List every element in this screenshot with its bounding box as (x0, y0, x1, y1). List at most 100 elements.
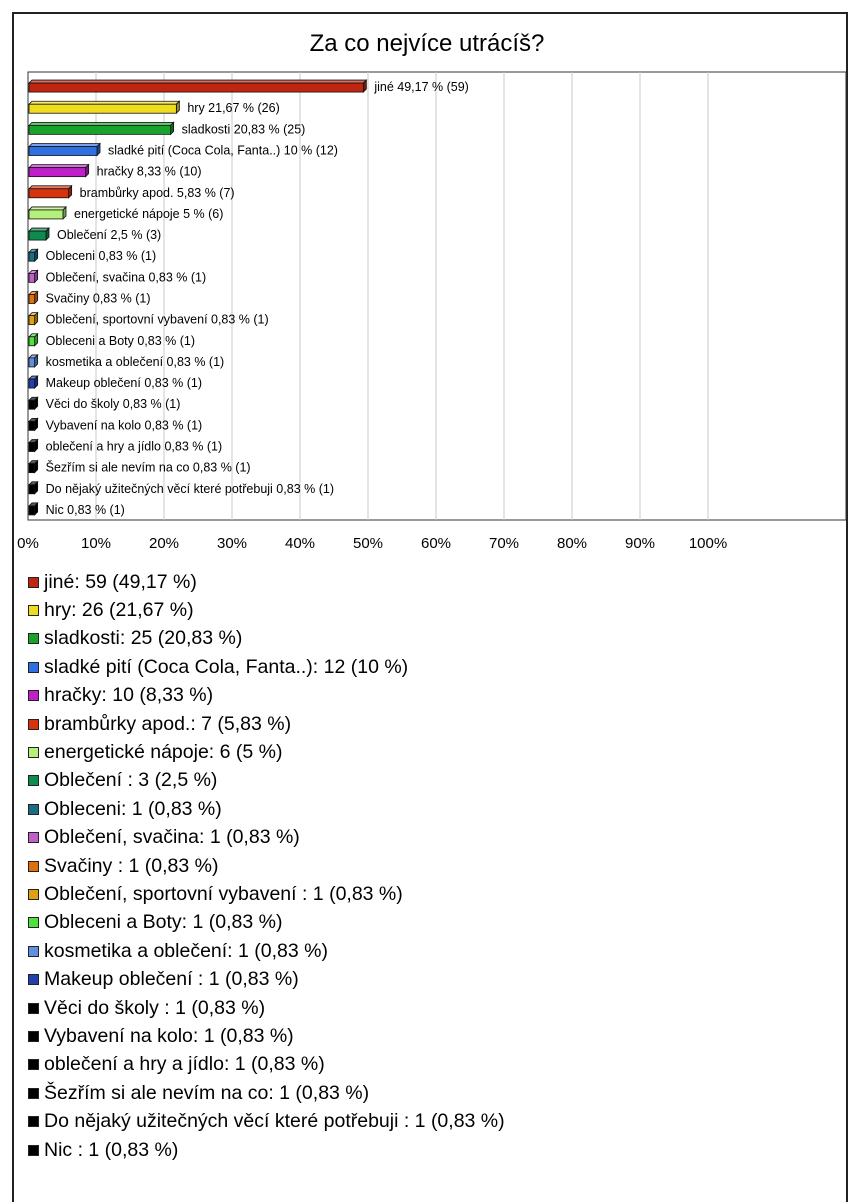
legend-swatch (28, 1059, 39, 1071)
bar-top (28, 185, 73, 190)
legend-swatch (28, 974, 39, 986)
bar-chart: 0% 10% 20% 30% 40% 50% 60% 70% 80% 90% 100% jiné 49… (17, 71, 847, 552)
bar-label: Makeup oblečení 0,83 % (1) (46, 376, 202, 390)
bar-label: sladkosti 20,83 % (25) (182, 122, 306, 136)
legend-label: oblečení a hry a jídlo: 1 (0,83 %) (44, 1053, 325, 1076)
bar-label: energetické nápoje 5 % (6) (74, 207, 223, 221)
x-tick-label: 70% (489, 535, 519, 552)
legend-item: kosmetika a oblečení: 1 (0,83 %) (28, 937, 505, 965)
legend-item: Makeup oblečení : 1 (0,83 %) (28, 965, 505, 993)
legend-item: sladkosti: 25 (20,83 %) (28, 625, 505, 653)
legend-label: hry: 26 (21,67 %) (44, 599, 194, 622)
legend-swatch (28, 832, 39, 844)
legend-item: Oblečení : 3 (2,5 %) (28, 767, 505, 795)
bar-top (28, 206, 67, 211)
bar (28, 442, 36, 452)
legend-item: Obleceni: 1 (0,83 %) (28, 795, 505, 823)
bar-top (28, 100, 181, 105)
legend-label: Oblečení, sportovní vybavení : 1 (0,83 %… (44, 882, 403, 905)
legend-label: sladké pití (Coca Cola, Fanta..): 12 (10… (44, 655, 409, 678)
bar-label: Šezřím si ale nevím na co 0,83 % (1) (46, 460, 251, 475)
legend-item: energetické nápoje: 6 (5 %) (28, 738, 505, 766)
legend-swatch (28, 803, 39, 815)
bar-label: brambůrky apod. 5,83 % (7) (80, 186, 235, 200)
bar-label: hry 21,67 % (26) (187, 101, 279, 115)
legend-label: Svačiny : 1 (0,83 %) (44, 854, 219, 877)
bar (28, 188, 70, 199)
bar (28, 82, 364, 93)
legend-swatch (28, 1116, 39, 1128)
legend-item: Nic : 1 (0,83 %) (28, 1136, 505, 1164)
bar (28, 378, 36, 389)
legend-label: Oblečení, svačina: 1 (0,83 %) (44, 826, 300, 849)
legend-label: Šezřím si ale nevím na co: 1 (0,83 %) (44, 1081, 370, 1104)
legend-item: hračky: 10 (8,33 %) (28, 682, 505, 710)
legend-label: hračky: 10 (8,33 %) (44, 684, 214, 707)
x-tick-label: 20% (149, 535, 179, 552)
bar-label: Do nějaký užitečných věcí které potřebuj… (46, 482, 334, 496)
legend-label: Obleceni: 1 (0,83 %) (44, 797, 222, 820)
x-tick-label: 100% (689, 535, 727, 552)
bar-label: hračky 8,33 % (10) (97, 165, 202, 179)
legend-item: sladké pití (Coca Cola, Fanta..): 12 (10… (28, 653, 505, 681)
chart-legend: jiné: 59 (49,17 %) hry: 26 (21,67 %) sladk… (28, 568, 505, 1164)
chart-frame (12, 12, 848, 1202)
x-tick-label: 80% (557, 535, 587, 552)
bar (28, 209, 64, 220)
legend-item: Věci do školy : 1 (0,83 %) (28, 994, 505, 1022)
x-tick-label: 0% (17, 535, 39, 552)
bar-label: Vybavení na kolo 0,83 % (1) (46, 418, 203, 432)
bar (28, 230, 47, 241)
bar (28, 146, 98, 156)
bar-label: Oblečení, svačina 0,83 % (1) (46, 270, 207, 284)
legend-item: Vybavení na kolo: 1 (0,83 %) (28, 1022, 505, 1050)
bar-label: oblečení a hry a jídlo 0,83 % (1) (46, 440, 223, 454)
legend-swatch (28, 576, 39, 588)
legend-swatch (28, 888, 39, 900)
legend-label: Makeup oblečení : 1 (0,83 %) (44, 968, 299, 991)
legend-swatch (28, 1144, 39, 1156)
legend-label: brambůrky apod.: 7 (5,83 %) (44, 712, 292, 735)
legend-label: Vybavení na kolo: 1 (0,83 %) (44, 1024, 294, 1047)
legend-swatch (28, 633, 39, 645)
legend-swatch (28, 661, 39, 673)
legend-label: Do nějaký užitečných věcí které potřebuj… (44, 1110, 505, 1133)
bar-label: Oblečení, sportovní vybavení 0,83 % (1) (46, 313, 269, 327)
bar (28, 399, 36, 410)
legend-label: Nic : 1 (0,83 %) (44, 1138, 179, 1161)
x-tick-label: 50% (353, 535, 383, 552)
chart-title: Za co nejvíce utrácíš? (309, 30, 545, 57)
bar-label: Nic 0,83 % (1) (46, 503, 125, 517)
legend-item: oblečení a hry a jídlo: 1 (0,83 %) (28, 1051, 505, 1079)
plot-area (27, 71, 847, 521)
legend-item: Šezřím si ale nevím na co: 1 (0,83 %) (28, 1079, 505, 1107)
legend-item: Oblečení, sportovní vybavení : 1 (0,83 %… (28, 880, 505, 908)
bar (28, 103, 177, 114)
legend-label: kosmetika a oblečení: 1 (0,83 %) (44, 939, 328, 962)
bar-label: Věci do školy 0,83 % (1) (46, 397, 181, 411)
bar (28, 124, 172, 135)
legend-swatch (28, 605, 39, 617)
legend-swatch (28, 775, 39, 787)
bar (28, 294, 36, 304)
legend-swatch (28, 747, 39, 759)
bar-label: Oblečení 2,5 % (3) (57, 228, 161, 242)
legend-swatch (28, 945, 39, 957)
bar (28, 336, 36, 347)
bar (28, 463, 36, 474)
bar (28, 505, 36, 516)
legend-label: sladkosti: 25 (20,83 %) (44, 627, 243, 650)
legend-item: Obleceni a Boty: 1 (0,83 %) (28, 909, 505, 937)
legend-swatch (28, 1030, 39, 1042)
x-tick-label: 10% (81, 535, 111, 552)
bar (28, 251, 36, 262)
bar-label: Svačiny 0,83 % (1) (46, 292, 151, 306)
bar-top (28, 121, 175, 126)
legend-item: Oblečení, svačina: 1 (0,83 %) (28, 824, 505, 852)
bar-label: jiné 49,17 % (59) (373, 80, 469, 94)
legend-swatch (28, 718, 39, 730)
bar-top (28, 79, 368, 84)
legend-swatch (28, 860, 39, 872)
bar (28, 167, 87, 178)
bar (28, 315, 36, 326)
